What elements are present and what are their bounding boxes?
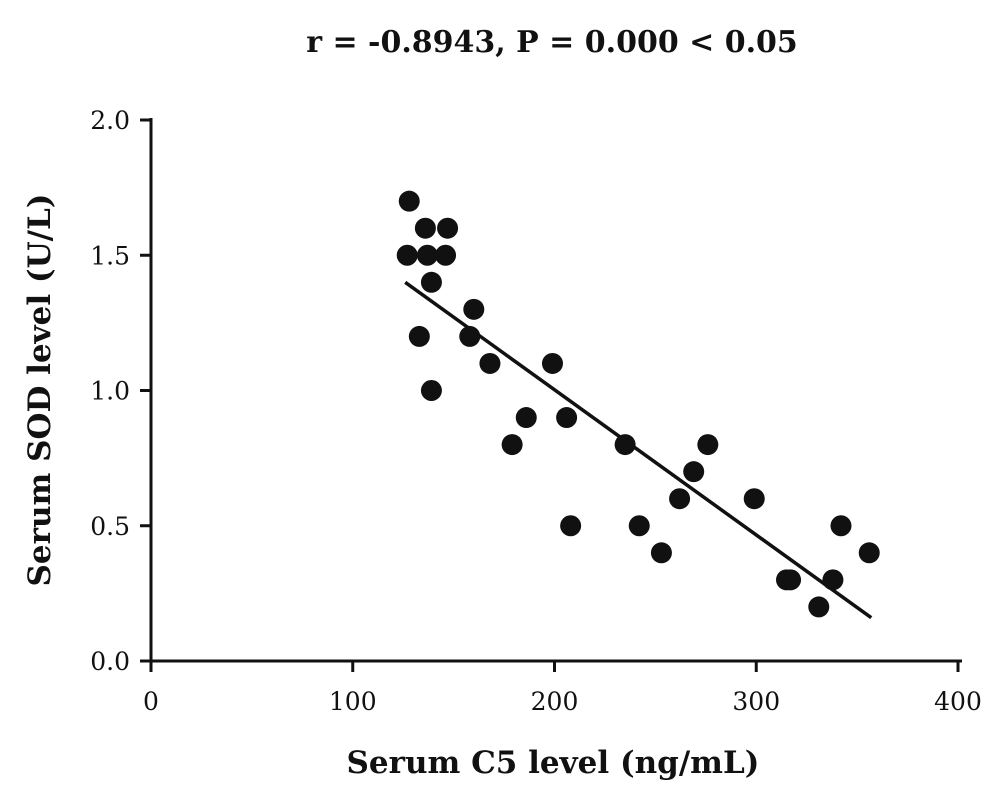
data-point bbox=[396, 244, 418, 266]
y-axis-title: Serum SOD level (U/L) bbox=[22, 194, 58, 587]
data-point bbox=[414, 217, 436, 239]
data-point bbox=[463, 298, 485, 320]
y-tick-label: 0.0 bbox=[90, 647, 130, 676]
data-point bbox=[669, 488, 691, 510]
y-tick-label: 1.5 bbox=[90, 241, 130, 270]
data-point bbox=[437, 217, 459, 239]
trendline-layer bbox=[404, 280, 873, 620]
x-axis-title: Serum C5 level (ng/mL) bbox=[347, 745, 760, 781]
data-point bbox=[408, 325, 430, 347]
chart-title: r = -0.8943, P = 0.000 < 0.05 bbox=[306, 25, 798, 60]
data-point bbox=[398, 190, 420, 212]
data-point bbox=[416, 244, 438, 266]
data-point bbox=[420, 380, 442, 401]
data-point bbox=[459, 325, 481, 347]
data-point bbox=[515, 407, 537, 429]
x-tick-label: 200 bbox=[531, 687, 579, 716]
data-point bbox=[541, 352, 563, 374]
data-point bbox=[556, 407, 578, 429]
data-point bbox=[858, 542, 880, 564]
y-tick-label: 1.0 bbox=[90, 377, 130, 406]
data-point bbox=[808, 596, 830, 618]
data-point bbox=[822, 569, 844, 591]
y-tick-label: 2.0 bbox=[90, 106, 130, 135]
x-tick-label: 300 bbox=[732, 687, 780, 716]
data-point bbox=[780, 569, 802, 591]
regression-line bbox=[404, 280, 873, 620]
data-point bbox=[560, 515, 582, 537]
data-point bbox=[628, 515, 650, 537]
x-tick-label: 100 bbox=[329, 687, 377, 716]
data-point bbox=[830, 515, 852, 537]
tick-group: 0 100 200 300 400 0.0 0.5 1.0 1.5 2.0 bbox=[90, 106, 982, 716]
points-layer bbox=[396, 190, 880, 618]
data-point bbox=[479, 352, 501, 374]
data-point bbox=[420, 271, 442, 293]
data-point bbox=[743, 488, 765, 510]
data-point bbox=[501, 434, 523, 456]
data-point bbox=[435, 244, 457, 266]
x-tick-label: 400 bbox=[934, 687, 982, 716]
y-tick-label: 0.5 bbox=[90, 512, 130, 541]
x-tick-label: 0 bbox=[143, 687, 159, 716]
data-point bbox=[614, 434, 636, 456]
data-point bbox=[683, 461, 705, 483]
data-point bbox=[650, 542, 672, 564]
data-point bbox=[697, 434, 719, 456]
